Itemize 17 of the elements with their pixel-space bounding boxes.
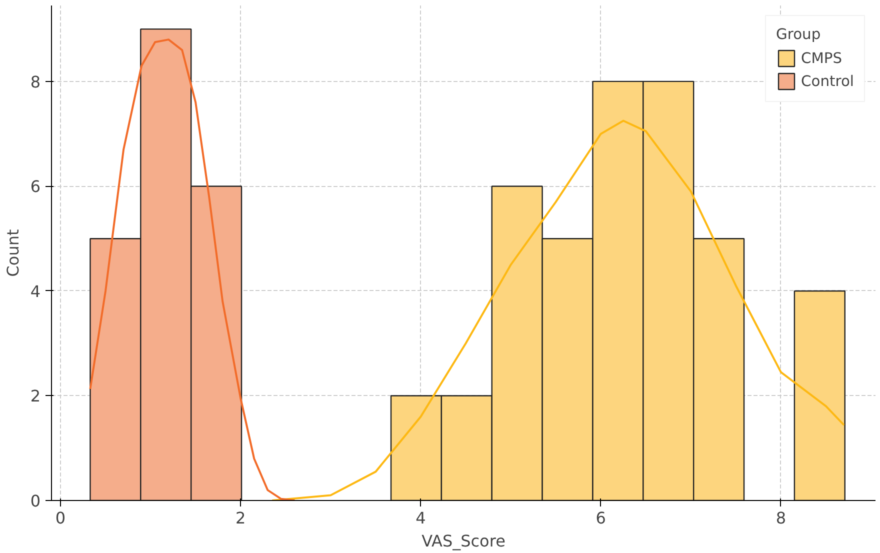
legend-label: Control [801,72,854,90]
y-tick-label: 8 [30,72,41,92]
y-axis-title: Count [3,229,22,277]
x-tick-label: 8 [776,508,786,528]
x-axis-title: VAS_Score [422,532,506,550]
x-tick-label: 2 [236,508,246,528]
line-series [89,38,296,500]
y-tick-label: 0 [30,492,41,510]
legend-title: Group [776,26,822,43]
x-tick-label: 4 [416,508,426,528]
y-tick-label: 6 [30,177,41,196]
y-tick-label: 2 [30,386,41,406]
legend-label: CMPS [801,50,842,66]
line-series [271,120,845,500]
x-tick-label: 6 [596,508,606,528]
y-tick-label: 4 [30,282,41,301]
x-tick-label: 0 [55,508,66,528]
